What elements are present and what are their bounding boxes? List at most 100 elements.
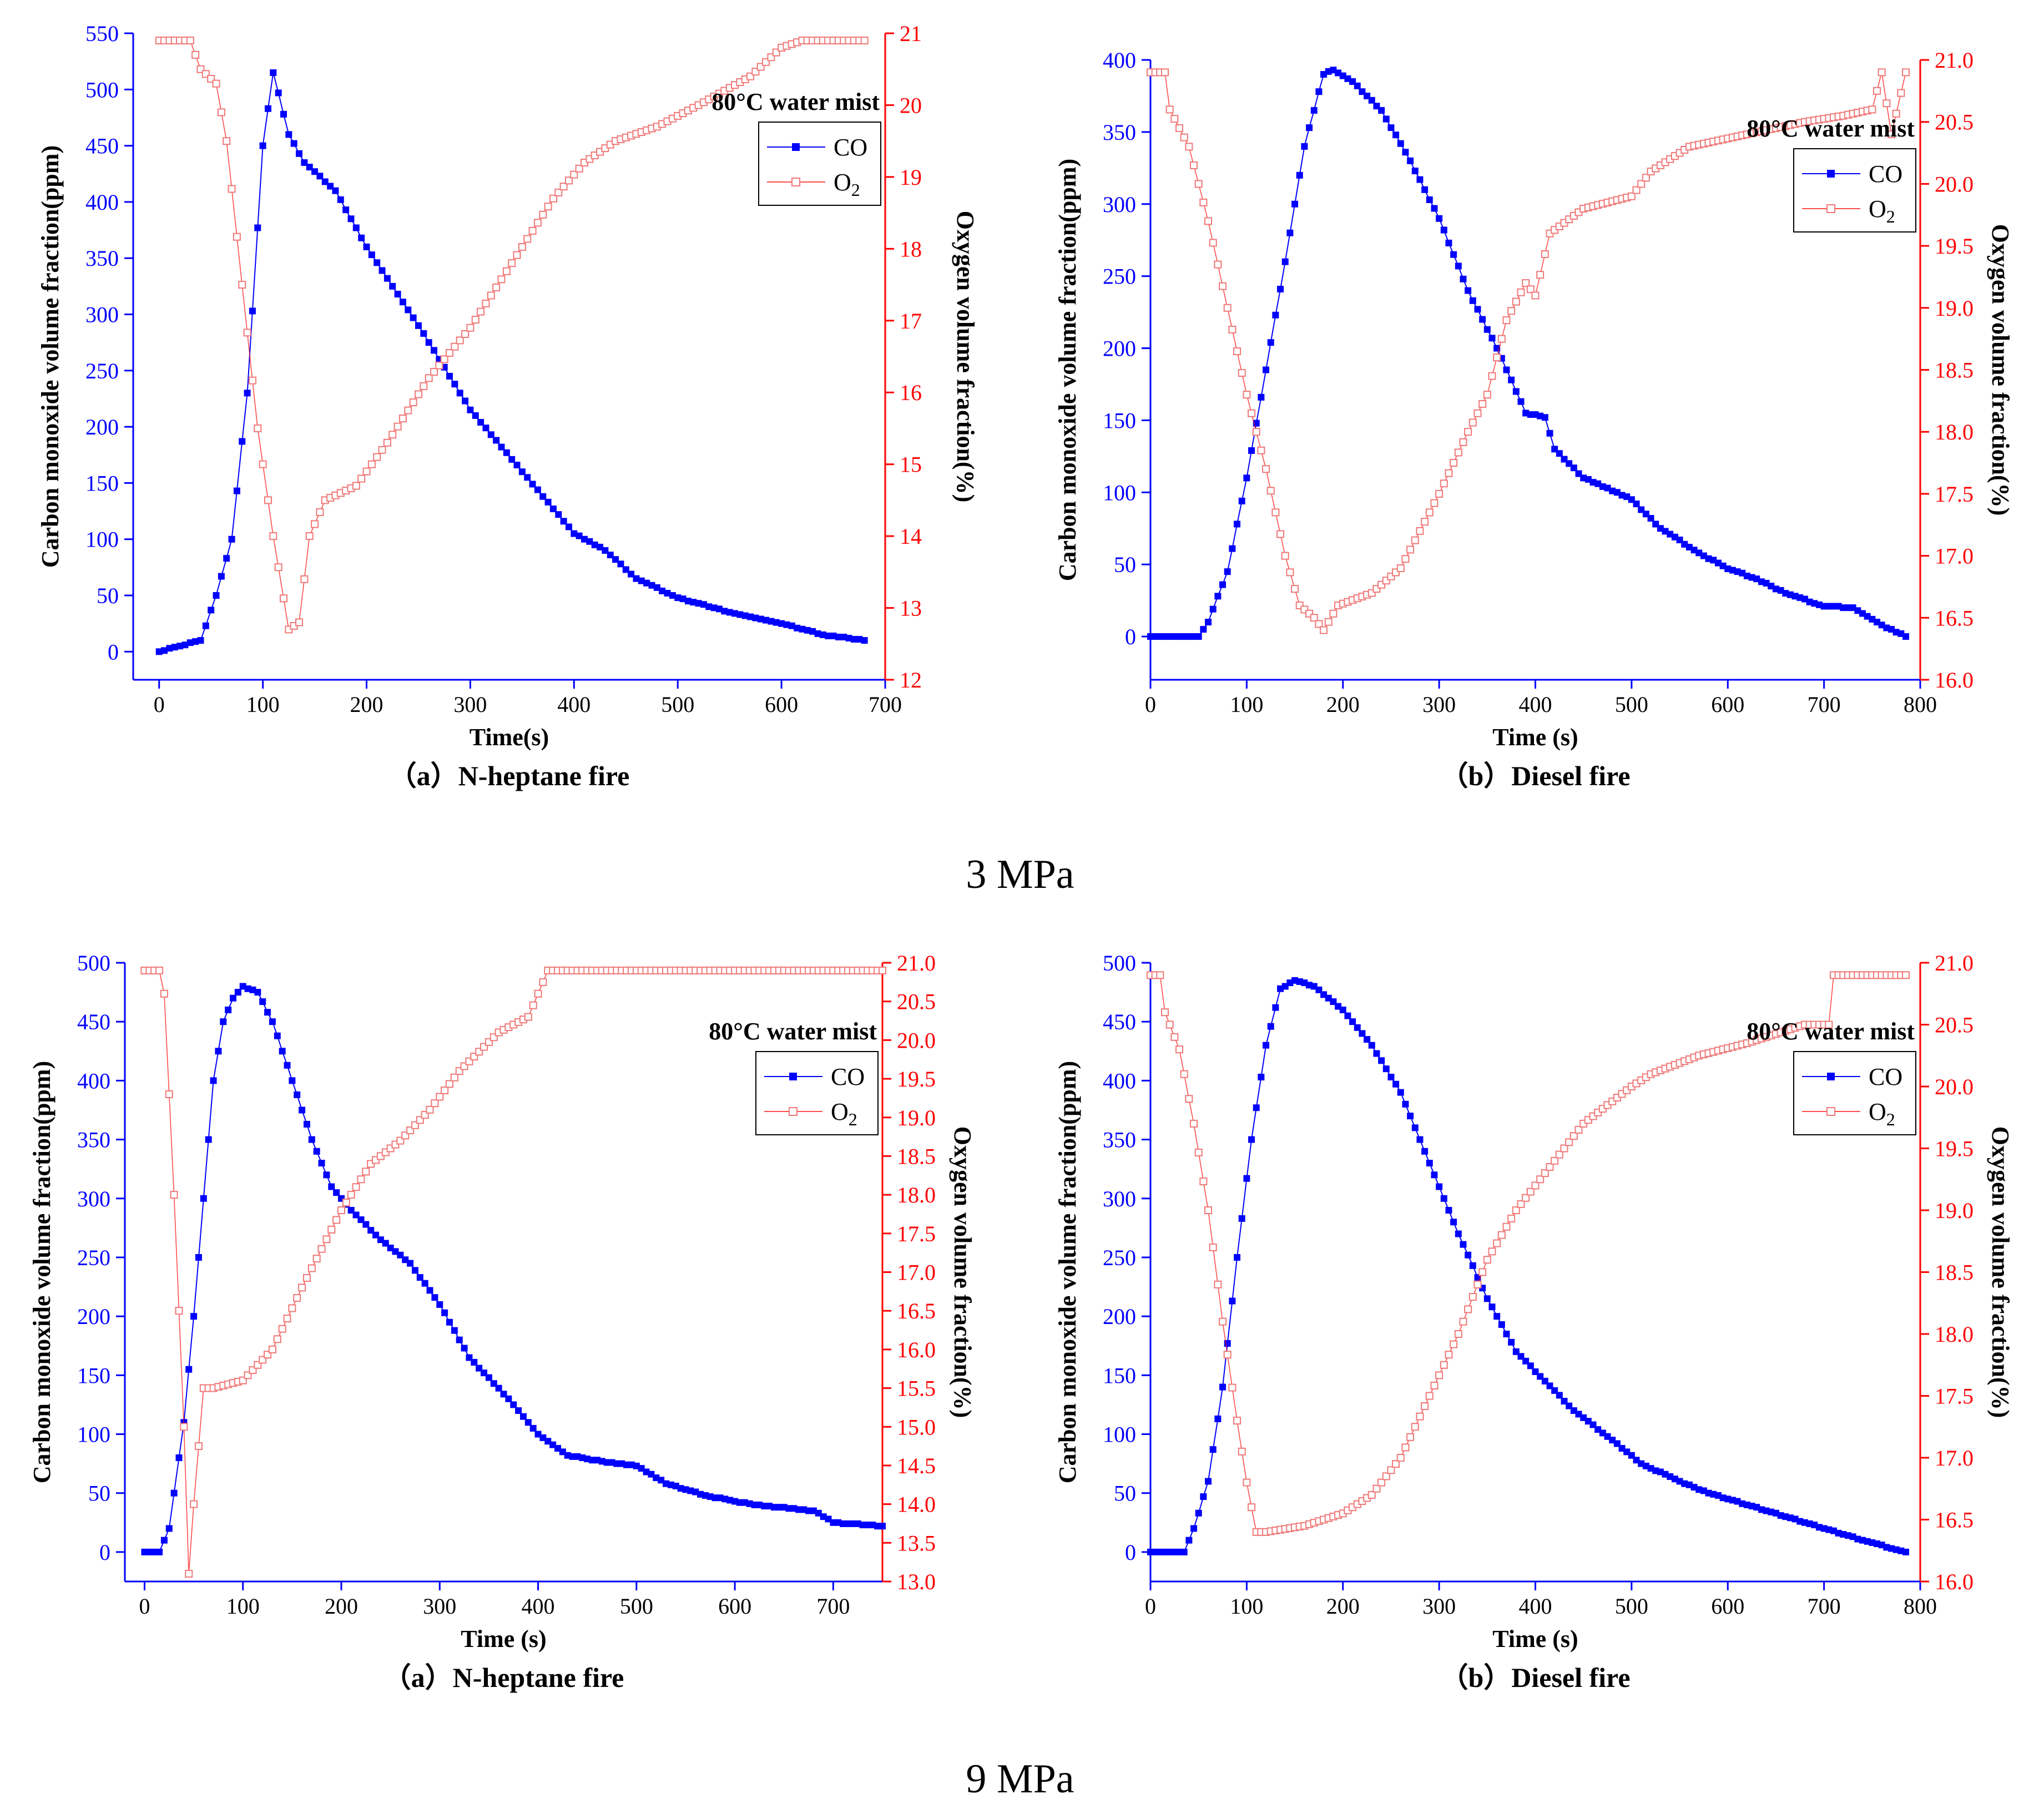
o2-marker xyxy=(534,989,542,998)
o2-marker xyxy=(317,1245,326,1253)
y-tick-label: 100 xyxy=(77,1422,110,1447)
co-marker xyxy=(244,390,251,397)
co-marker xyxy=(648,582,655,589)
y2-tick-label: 19.0 xyxy=(897,1105,936,1130)
co-marker xyxy=(519,1413,527,1420)
y2-tick-label: 14.0 xyxy=(897,1492,936,1517)
co-marker xyxy=(1354,82,1361,89)
co-marker xyxy=(160,1537,168,1544)
o2-marker xyxy=(450,1073,458,1082)
co-marker xyxy=(1647,515,1654,522)
co-marker xyxy=(1724,565,1732,572)
o2-marker xyxy=(477,307,485,316)
y-axis-title: Carbon monoxide volume fraction(ppm) xyxy=(1054,159,1081,581)
o2-marker xyxy=(1507,307,1516,315)
y-tick-label: 50 xyxy=(1114,552,1136,577)
co-marker xyxy=(1445,239,1452,246)
o2-marker xyxy=(1233,1417,1241,1425)
co-marker xyxy=(446,1318,453,1326)
co-marker xyxy=(1214,593,1222,600)
x-axis-title: Time (s) xyxy=(1492,724,1578,751)
o2-marker xyxy=(431,1099,439,1108)
y-tick-label: 150 xyxy=(1103,408,1136,433)
co-marker xyxy=(195,1254,202,1261)
co-marker xyxy=(431,347,437,354)
co-marker xyxy=(493,437,500,444)
o2-marker xyxy=(559,183,568,191)
o2-marker xyxy=(1223,304,1232,312)
co-marker xyxy=(1180,1548,1188,1555)
o2-marker xyxy=(1204,217,1213,225)
y-tick-label: 400 xyxy=(1103,48,1136,73)
o2-marker xyxy=(1507,1214,1516,1222)
o2-marker xyxy=(1642,174,1650,182)
co-marker xyxy=(1286,229,1294,236)
co-marker xyxy=(1402,1100,1409,1108)
o2-marker xyxy=(1190,161,1198,169)
co-marker xyxy=(1407,157,1414,164)
y-tick-label: 100 xyxy=(85,527,119,552)
o2-marker xyxy=(186,36,194,44)
co-marker xyxy=(165,1525,173,1532)
x-tick-label: 400 xyxy=(1519,692,1552,717)
o2-marker xyxy=(1887,130,1895,139)
o2-marker xyxy=(860,36,869,44)
o2-marker xyxy=(1243,391,1251,399)
co-marker xyxy=(1465,287,1472,294)
y-tick-label: 0 xyxy=(1125,624,1136,649)
co-marker xyxy=(1315,88,1323,95)
x-tick-label: 700 xyxy=(1808,692,1841,717)
legend: CO O2 xyxy=(758,122,881,206)
o2-marker xyxy=(1459,1317,1467,1326)
legend-o2-label: O2 xyxy=(834,169,860,200)
co-marker xyxy=(1426,196,1433,203)
co-marker xyxy=(290,140,297,147)
o2-marker xyxy=(228,185,236,193)
y-tick-label: 250 xyxy=(1103,1245,1136,1270)
o2-marker xyxy=(420,382,428,390)
series-co xyxy=(155,69,868,655)
co-marker xyxy=(684,598,692,605)
co-marker xyxy=(1488,1303,1496,1311)
x-tick-label: 800 xyxy=(1904,1594,1937,1619)
co-marker xyxy=(1411,1124,1419,1131)
co-marker xyxy=(1483,326,1491,333)
y2-tick-label: 19.5 xyxy=(1935,234,1974,259)
co-marker xyxy=(534,486,541,493)
co-marker xyxy=(1219,1383,1227,1391)
co-marker xyxy=(1556,450,1563,457)
o2-marker xyxy=(446,1080,453,1088)
y2-tick-label: 19 xyxy=(900,165,922,190)
y2-tick-label: 21.0 xyxy=(897,951,936,976)
co-marker xyxy=(374,259,381,266)
o2-marker xyxy=(1310,614,1318,622)
o2-marker xyxy=(1541,1169,1549,1178)
legend-co-label: CO xyxy=(1869,160,1902,188)
o2-marker xyxy=(404,406,412,415)
o2-marker xyxy=(367,460,376,468)
co-marker xyxy=(529,481,536,488)
legend-o2-marker xyxy=(1826,1107,1835,1116)
y-tick-label: 100 xyxy=(1103,480,1136,505)
o2-marker xyxy=(1560,1144,1568,1153)
y2-tick-label: 20.0 xyxy=(897,1028,936,1053)
x-axis-title: Time (s) xyxy=(461,1625,546,1653)
o2-marker xyxy=(508,259,516,267)
y2-tick-label: 19.0 xyxy=(1935,1198,1974,1223)
o2-marker xyxy=(1493,1239,1501,1247)
y-tick-label: 350 xyxy=(77,1128,110,1153)
o2-marker xyxy=(1637,180,1646,188)
co-marker xyxy=(1411,168,1419,175)
o2-marker xyxy=(1632,186,1641,194)
o2-marker xyxy=(1329,609,1338,618)
x-tick-label: 600 xyxy=(1711,1594,1744,1619)
co-marker xyxy=(441,1309,448,1316)
co-marker xyxy=(185,1366,193,1373)
co-marker xyxy=(1387,1074,1395,1081)
x-tick-label: 600 xyxy=(765,692,798,717)
co-marker xyxy=(1469,297,1476,304)
o2-marker xyxy=(1372,1484,1381,1493)
co-marker xyxy=(1378,107,1385,114)
co-marker xyxy=(471,1358,478,1366)
o2-marker xyxy=(342,1199,350,1207)
